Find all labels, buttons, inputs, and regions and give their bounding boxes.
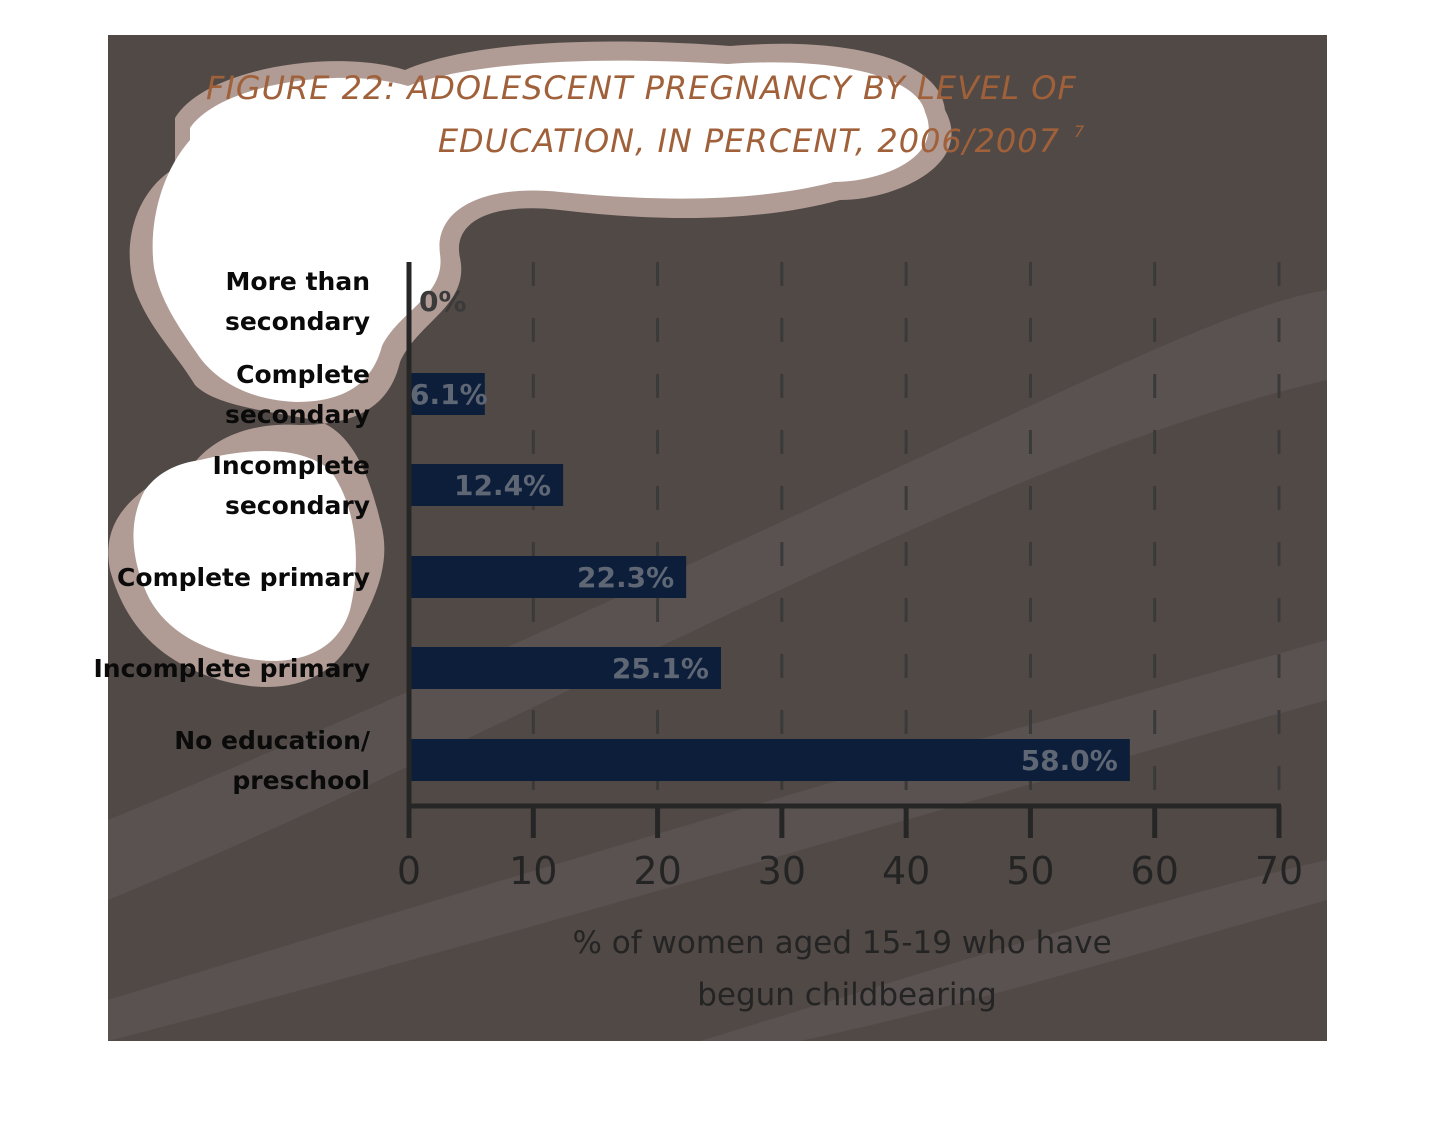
bar xyxy=(409,373,485,415)
value-label: 58.0% xyxy=(1021,744,1118,777)
bar xyxy=(409,464,564,506)
x-tick-label: 30 xyxy=(758,849,806,893)
value-labels: 0% 6.1% 12.4% 22.3% 25.1% 58.0% xyxy=(410,285,1118,777)
x-tick-label: 70 xyxy=(1255,849,1303,893)
x-tick-label: 60 xyxy=(1131,849,1179,893)
x-axis-title-line-2: begun childbearing xyxy=(697,977,997,1013)
chart-title-line-1: FIGURE 22: ADOLESCENT PREGNANCY BY LEVEL… xyxy=(206,69,1077,107)
category-label: preschool xyxy=(232,766,370,795)
category-labels: More than secondary Complete secondary Incom… xyxy=(93,267,370,795)
value-label: 0% xyxy=(419,285,467,318)
axes xyxy=(406,262,1282,838)
x-tick-labels: 0 10 20 30 40 50 60 70 xyxy=(397,849,1303,893)
bar xyxy=(409,647,721,689)
x-tick-label: 10 xyxy=(509,849,557,893)
gridlines xyxy=(531,262,1281,806)
x-tick-label: 40 xyxy=(882,849,930,893)
bar xyxy=(409,739,1130,781)
category-label: No education/ xyxy=(174,726,371,755)
x-tick-label: 20 xyxy=(633,849,681,893)
category-label: secondary xyxy=(225,491,370,520)
x-tick-label: 50 xyxy=(1006,849,1054,893)
category-label: Complete primary xyxy=(117,563,370,592)
x-tick-label: 0 xyxy=(397,849,421,893)
bar xyxy=(409,556,687,598)
value-label: 25.1% xyxy=(612,652,709,685)
category-label: Complete xyxy=(236,360,370,389)
decorative-blob xyxy=(108,41,952,687)
title-footnote: 7 xyxy=(1074,122,1085,141)
chart-title: FIGURE 22: ADOLESCENT PREGNANCY BY LEVEL… xyxy=(206,69,1088,160)
category-label: Incomplete primary xyxy=(93,654,370,683)
category-label: secondary xyxy=(225,400,370,429)
category-label: secondary xyxy=(225,307,370,336)
value-label: 6.1% xyxy=(410,378,488,411)
value-label: 22.3% xyxy=(577,561,674,594)
category-label: Incomplete xyxy=(213,451,370,480)
x-axis-title-line-1: % of women aged 15-19 who have xyxy=(572,925,1111,961)
value-label: 12.4% xyxy=(454,469,551,502)
category-label: More than xyxy=(226,267,370,296)
chart-title-line-2: EDUCATION, IN PERCENT, 2006/2007 xyxy=(438,122,1060,160)
x-axis-title: % of women aged 15-19 who have begun chi… xyxy=(572,925,1121,1013)
bars xyxy=(409,373,1130,781)
